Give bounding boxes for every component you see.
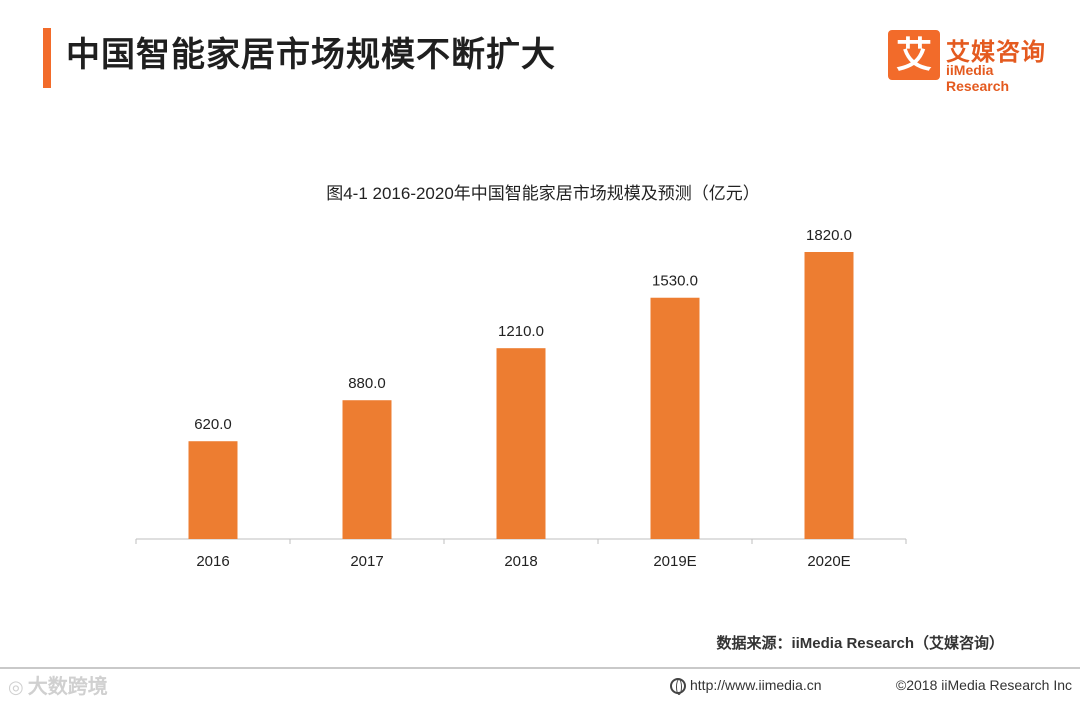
data-label-2020e: 1820.0 <box>806 227 852 244</box>
x-tick-label-2018: 2018 <box>504 553 537 570</box>
weibo-icon: ◎ <box>8 677 24 697</box>
logo-text-en: iiMedia Research <box>946 62 1010 94</box>
page-title: 中国智能家居市场规模不断扩大 <box>66 36 556 74</box>
x-tick-label-2016: 2016 <box>196 553 229 570</box>
watermark: ◎ 大数跨境 <box>8 670 108 699</box>
footer-url-text[interactable]: http://www.iimedia.cn <box>690 677 822 693</box>
logo-mark: 艾 <box>888 30 940 80</box>
title-accent-bar <box>43 28 51 88</box>
globe-icon <box>670 678 686 695</box>
x-tick-label-2017: 2017 <box>350 553 383 570</box>
bar-2020e <box>804 252 854 539</box>
data-label-2019e: 1530.0 <box>652 273 698 290</box>
data-label-2018: 1210.0 <box>498 323 544 340</box>
x-tick-label-2019e: 2019E <box>653 553 696 570</box>
data-label-2016: 620.0 <box>194 416 232 433</box>
bar-2019e <box>650 297 700 539</box>
footer-copyright: ©2018 iiMedia Research Inc <box>895 677 1072 693</box>
data-label-2017: 880.0 <box>348 375 386 392</box>
chart-title: 图4-1 2016-2020年中国智能家居市场规模及预测（亿元） <box>326 184 760 203</box>
iimedia-logo: 艾 艾媒咨询 iiMedia Research <box>888 30 1058 94</box>
footer-url[interactable]: http://www.iimedia.cn <box>670 677 822 695</box>
data-source: 数据来源：iiMedia Research（艾媒咨询） <box>716 635 1004 652</box>
bar-2016 <box>188 441 238 539</box>
bar-2017 <box>342 400 392 539</box>
watermark-text: 大数跨境 <box>27 676 108 698</box>
logo-text-cn: 艾媒咨询 <box>946 39 1046 66</box>
bar-chart: 图4-1 2016-2020年中国智能家居市场规模及预测（亿元） 620.0 88… <box>135 184 907 570</box>
footer-divider <box>0 667 1080 669</box>
x-tick-label-2020e: 2020E <box>807 553 850 570</box>
bar-2018 <box>496 348 546 539</box>
